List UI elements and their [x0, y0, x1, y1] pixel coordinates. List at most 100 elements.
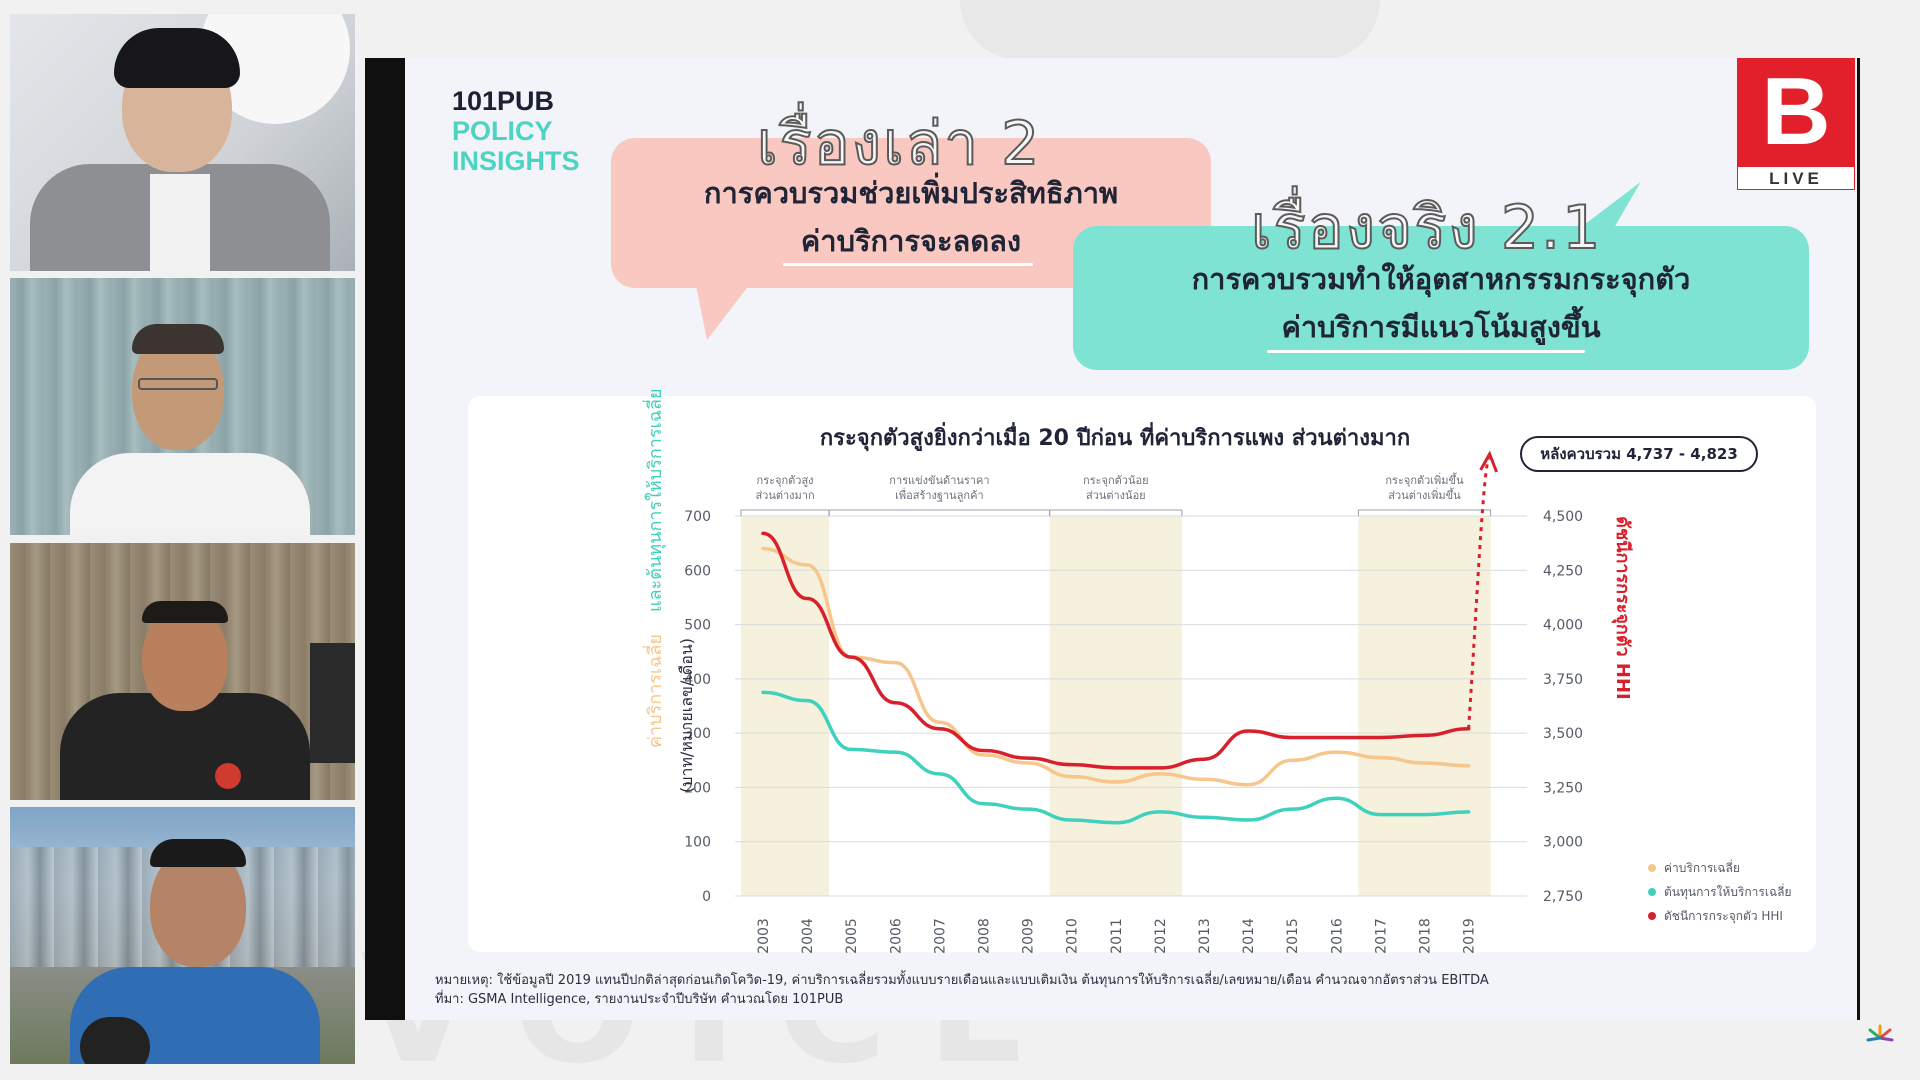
- video-tile-participant-2[interactable]: [10, 278, 355, 535]
- period-annotation-line2-3: ส่วนต่างเพิ่มขึ้น: [1388, 487, 1461, 502]
- presentation-slide: 101PUB POLICY INSIGHTS เรื่องเล่า 2 การค…: [405, 58, 1857, 1020]
- b-logo-live-label: LIVE: [1737, 166, 1855, 190]
- fact-bubble: [1073, 226, 1809, 370]
- brand-logo: 101PUB POLICY INSIGHTS: [452, 86, 580, 176]
- video-tile-participant-1[interactable]: [10, 14, 355, 271]
- left-tick-label: 300: [684, 726, 711, 742]
- series-line-0: [761, 546, 1471, 787]
- left-axis-unit: (บาท/หมายเลข/เดือน): [677, 638, 696, 793]
- x-tick-label: 2004: [800, 918, 816, 954]
- x-tick-label: 2007: [932, 918, 948, 954]
- right-tick-label: 4,250: [1543, 563, 1583, 579]
- x-tick-label: 2006: [888, 918, 904, 954]
- brand-line-3: INSIGHTS: [452, 146, 580, 176]
- left-axis-label-part1: ค่าบริการเฉลี่ย: [642, 634, 666, 748]
- shirt: [150, 174, 210, 271]
- x-tick-label: 2012: [1153, 918, 1169, 954]
- myth-underline: [783, 263, 1033, 266]
- period-shade-2: [1049, 516, 1182, 896]
- footnote-note: หมายเหตุ: ใช้ข้อมูลปี 2019 แทนปีปกติล่าส…: [435, 973, 1489, 988]
- b-logo-letter: B: [1761, 58, 1831, 165]
- right-tick-label: 2,750: [1543, 889, 1583, 905]
- x-tick-label: 2016: [1329, 918, 1345, 954]
- person-hair: [142, 601, 228, 623]
- right-tick-label: 3,500: [1543, 726, 1583, 742]
- x-tick-label: 2011: [1109, 918, 1125, 954]
- period-shade-3: [1358, 516, 1491, 896]
- myth-line-1: การควบรวมช่วยเพิ่มประสิทธิภาพ: [703, 176, 1119, 210]
- x-tick-label: 2009: [1021, 918, 1037, 954]
- series-line-2: [761, 531, 1471, 770]
- period-bracket-1: [828, 509, 1051, 516]
- monitor: [310, 643, 355, 763]
- fact-line-2: ค่าบริการมีแนวโน้มสูงขึ้น: [1281, 310, 1601, 344]
- x-tick-label: 2005: [844, 918, 860, 954]
- after-merger-projection: [1467, 457, 1491, 729]
- person-torso: [70, 453, 310, 535]
- b-logo-background: [1737, 58, 1855, 166]
- fact-underline: [1267, 350, 1585, 353]
- left-tick-label: 600: [684, 563, 711, 579]
- right-tick-label: 3,250: [1543, 780, 1583, 796]
- person-hair: [132, 324, 224, 354]
- fact-line-1: การควบรวมทำให้อุตสาหกรรมกระจุกตัว: [1191, 262, 1691, 296]
- video-tile-participant-4[interactable]: [10, 807, 355, 1064]
- legend-marker-1: [1648, 888, 1656, 896]
- myth-bubble-tail: [695, 280, 753, 340]
- period-bracket-0: [740, 509, 830, 516]
- chart-title: กระจุกตัวสูงยิ่งกว่าเมื่อ 20 ปีก่อน ที่ค…: [819, 426, 1411, 451]
- myth-title: เรื่องเล่า 2: [756, 108, 1042, 180]
- right-tick-label: 3,000: [1543, 835, 1583, 851]
- x-tick-label: 2017: [1373, 918, 1389, 954]
- period-bracket-3: [1357, 509, 1492, 516]
- person-hair: [114, 28, 240, 88]
- line-chart: กระจุกตัวสูงส่วนต่างมาก การแข่งขันด้านราค…: [642, 388, 1792, 954]
- left-tick-label: 400: [684, 672, 711, 688]
- x-tick-label: 2013: [1197, 918, 1213, 954]
- period-shade-0: [741, 516, 830, 896]
- right-axis-label: ดัชนีการกระจุกตัว HHI: [1611, 516, 1633, 699]
- brand-line-2: POLICY: [452, 116, 553, 146]
- legend-label-1: ต้นทุนการให้บริการเฉลี่ย: [1664, 883, 1792, 900]
- after-merger-badge: หลังควบรวม 4,737 - 4,823: [1520, 436, 1758, 472]
- microphone: [80, 1017, 150, 1064]
- video-tile-participant-3[interactable]: [10, 543, 355, 800]
- x-tick-label: 2019: [1462, 918, 1478, 954]
- x-tick-label: 2010: [1065, 918, 1081, 954]
- legend-label-2: ดัชนีการกระจุกตัว HHI: [1664, 909, 1783, 924]
- x-tick-label: 2018: [1418, 918, 1434, 954]
- legend-label-0: ค่าบริการเฉลี่ย: [1664, 859, 1740, 875]
- voice-tv-logo-icon: [1866, 1024, 1894, 1042]
- projection-arrowhead-icon: [1479, 450, 1498, 473]
- myth-line-2: ค่าบริการจะลดลง: [800, 224, 1022, 258]
- background-shape: [960, 0, 1380, 60]
- right-tick-label: 3,750: [1543, 672, 1583, 688]
- glasses: [138, 378, 218, 390]
- left-tick-label: 0: [702, 889, 711, 905]
- period-annotation-line1-0: กระจุกตัวสูง: [757, 474, 814, 487]
- x-tick-label: 2008: [977, 918, 993, 954]
- period-annotation-line1-3: กระจุกตัวเพิ่มขึ้น: [1385, 472, 1464, 487]
- period-annotation-line2-2: ส่วนต่างน้อย: [1086, 489, 1146, 502]
- shirt-logo: [215, 763, 241, 789]
- period-annotation-line1-2: กระจุกตัวน้อย: [1083, 474, 1148, 487]
- period-annotation-line1-1: การแข่งขันด้านราคา: [889, 474, 989, 487]
- person-hair: [150, 839, 246, 867]
- left-axis-label-part2: และต้นทุนการให้บริการเฉลี่ย: [642, 388, 666, 612]
- b-live-logo: B LIVE: [1737, 58, 1855, 190]
- left-tick-label: 700: [684, 509, 711, 525]
- x-tick-label: 2003: [756, 918, 772, 954]
- left-tick-label: 500: [684, 618, 711, 634]
- period-bracket-2: [1049, 509, 1183, 516]
- series-line-1: [761, 690, 1471, 825]
- x-tick-label: 2015: [1285, 918, 1301, 954]
- footnote-source: ที่มา: GSMA Intelligence, รายงานประจำปีบ…: [435, 992, 844, 1007]
- fact-title: เรื่องจริง 2.1: [1250, 192, 1603, 264]
- period-annotation-line2-0: ส่วนต่างมาก: [755, 489, 814, 502]
- legend-marker-2: [1648, 912, 1656, 920]
- right-tick-label: 4,500: [1543, 509, 1583, 525]
- left-tick-label: 200: [684, 780, 711, 796]
- brand-line-1: 101PUB: [452, 86, 555, 116]
- right-tick-label: 4,000: [1543, 618, 1583, 634]
- left-tick-label: 100: [684, 835, 711, 851]
